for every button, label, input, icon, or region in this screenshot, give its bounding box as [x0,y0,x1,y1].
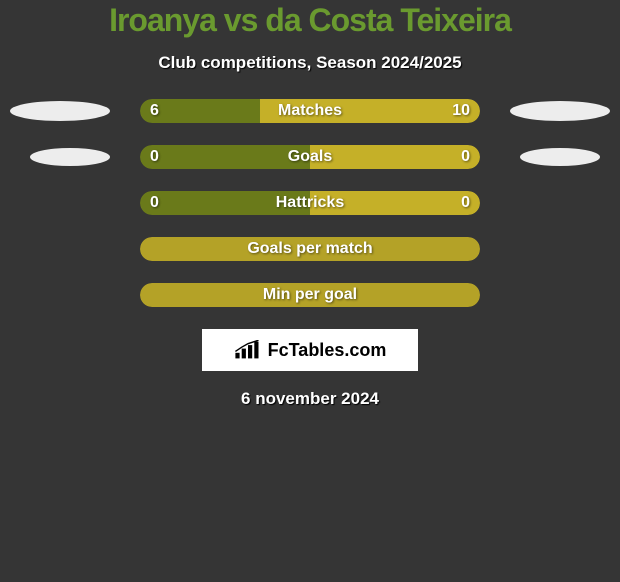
player-marker-left [10,101,110,121]
bar-track [140,237,480,261]
stat-row: Hattricks00 [0,191,620,215]
stat-row: Matches610 [0,99,620,123]
comparison-subtitle: Club competitions, Season 2024/2025 [0,53,620,73]
bar-full [140,283,480,307]
generation-date: 6 november 2024 [0,389,620,409]
bar-left [140,99,260,123]
comparison-title: Iroanya vs da Costa Teixeira [0,2,620,39]
bar-left [140,191,310,215]
chart-icon [234,340,262,360]
logo-text: FcTables.com [268,340,387,361]
bar-right [260,99,480,123]
player-marker-right [510,101,610,121]
bar-track [140,191,480,215]
bar-full [140,237,480,261]
stat-row: Goals00 [0,145,620,169]
stat-row: Min per goal [0,283,620,307]
stat-row: Goals per match [0,237,620,261]
bar-right [310,191,480,215]
bar-left [140,145,310,169]
player-marker-right [520,148,600,166]
bar-track [140,283,480,307]
stat-rows: Matches610 Goals00 Hattricks00 Goals per ma… [0,99,620,307]
bar-track [140,145,480,169]
site-logo: FcTables.com [202,329,418,371]
bar-track [140,99,480,123]
bar-right [310,145,480,169]
player-marker-left [30,148,110,166]
